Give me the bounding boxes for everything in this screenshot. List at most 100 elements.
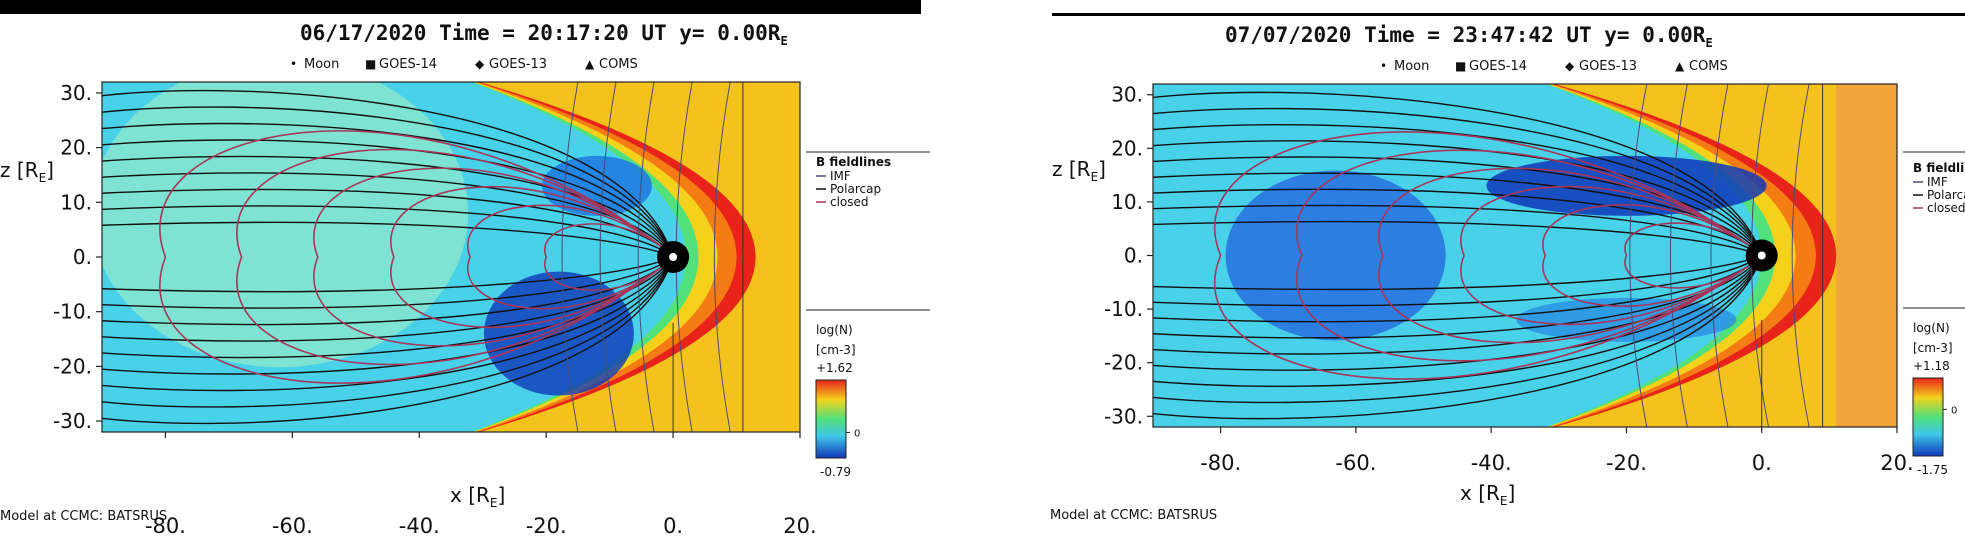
x-axis-label-bracket: ] bbox=[498, 483, 506, 507]
fieldline-legend-label: IMF bbox=[830, 169, 851, 183]
x-tick-label: -40. bbox=[1471, 451, 1512, 475]
polarcap-fieldline-south bbox=[102, 256, 674, 309]
closed-fieldline bbox=[159, 130, 661, 384]
closed-fieldline bbox=[467, 204, 661, 310]
plasma-sheet-region bbox=[102, 82, 469, 368]
colorbar-min-label: -1.75 bbox=[1917, 463, 1948, 477]
chart-title: 06/17/2020 Time = 20:17:20 UT y= 0.00RE bbox=[300, 21, 788, 48]
x-tick-label: -20. bbox=[526, 514, 567, 538]
polarcap-fieldline-north bbox=[1153, 107, 1763, 256]
y-tick-label: -10. bbox=[1104, 297, 1143, 321]
polarcap-fieldline-north bbox=[102, 188, 674, 258]
legend-marker-symbol: ▲ bbox=[1675, 59, 1685, 73]
fieldline-legend-label: closed bbox=[830, 195, 869, 209]
polarcap-fieldline-south bbox=[1153, 255, 1763, 388]
imf-fieldline bbox=[1669, 84, 1688, 427]
polarcap-fieldline-north bbox=[102, 205, 674, 258]
closed-fieldline bbox=[390, 185, 661, 329]
polarcap-fieldline-north bbox=[1153, 123, 1763, 256]
x-tick-label: 0. bbox=[1752, 451, 1772, 475]
polarcap-fieldline-south bbox=[102, 256, 674, 375]
polarcap-fieldline-south bbox=[1153, 254, 1763, 307]
colorbar-label: log(N) bbox=[816, 323, 853, 337]
y-tick-label: 20. bbox=[60, 136, 92, 160]
polarcap-fieldline-north bbox=[102, 106, 674, 258]
fieldline-legend-label: Polarcap bbox=[830, 182, 881, 196]
footer-credit: Model at CCMC: BATSRUS bbox=[0, 509, 167, 524]
earth-center-dot bbox=[1757, 251, 1766, 260]
fieldline-legend-label: Polarcap bbox=[1927, 188, 1965, 202]
x-axis-label-bracket: ] bbox=[1508, 481, 1516, 505]
legend-marker-symbol: ■ bbox=[1455, 59, 1466, 73]
x-tick-label: -60. bbox=[1335, 451, 1376, 475]
x-tick-label: -60. bbox=[272, 514, 313, 538]
closed-fieldline bbox=[1295, 149, 1749, 362]
plot-area bbox=[102, 82, 800, 432]
polarcap-fieldline-north bbox=[1153, 220, 1762, 257]
polarcap-fieldline-south bbox=[1153, 255, 1763, 323]
y-tick-label: -30. bbox=[53, 409, 92, 433]
earth-center-dot bbox=[669, 253, 678, 261]
top-black-bar-right bbox=[1052, 13, 1965, 16]
polarcap-fieldline-south bbox=[102, 256, 674, 326]
polarcap-fieldline-north bbox=[1153, 172, 1763, 256]
legend-marker-label: GOES-14 bbox=[1469, 59, 1527, 74]
x-tick-label: -80. bbox=[145, 514, 186, 538]
polarcap-fieldline-south bbox=[1153, 255, 1763, 339]
upstream-region bbox=[1836, 84, 1897, 427]
legend-marker-symbol: ◆ bbox=[1565, 59, 1575, 73]
polarcap-fieldline-south bbox=[1153, 255, 1763, 371]
polarcap-fieldline-south bbox=[102, 256, 674, 425]
polarcap-fieldline-north bbox=[102, 221, 674, 258]
y-axis-label-subscript: E bbox=[1091, 170, 1099, 184]
polarcap-fieldline-north bbox=[1153, 140, 1763, 256]
marker-legend: • Moon ■ GOES-14 ◆ GOES-13 ▲ COMS bbox=[290, 57, 638, 72]
polarcap-fieldline-north bbox=[102, 139, 674, 258]
y-tick-label: -20. bbox=[53, 354, 92, 378]
imf-fieldline bbox=[1791, 84, 1810, 427]
colorbar-mid-label: 0 bbox=[1951, 405, 1957, 416]
tail-core-region bbox=[1225, 170, 1446, 341]
x-tick-label: -20. bbox=[1606, 451, 1647, 475]
closed-fieldline bbox=[1542, 204, 1749, 307]
plot-area bbox=[1153, 84, 1897, 427]
closed-fieldline bbox=[1460, 185, 1749, 326]
x-tick-label: 20. bbox=[1880, 451, 1913, 475]
colorbar-units: [cm-3] bbox=[816, 343, 856, 357]
imf-fieldline bbox=[1710, 84, 1729, 427]
imf-fieldline bbox=[1629, 84, 1648, 427]
y-tick-label: 0. bbox=[73, 245, 92, 269]
y-axis-label-bracket: ] bbox=[1098, 157, 1106, 181]
imf-fieldline bbox=[599, 82, 617, 432]
footer-credit: Model at CCMC: BATSRUS bbox=[1050, 508, 1217, 523]
y-tick-label: -30. bbox=[1104, 404, 1143, 428]
x-axis-label-subscript: E bbox=[490, 496, 498, 510]
imf-fieldline bbox=[637, 82, 655, 432]
closed-fieldline bbox=[1378, 167, 1749, 344]
marker-legend: • Moon ■ GOES-14 ◆ GOES-13 ▲ COMS bbox=[1380, 59, 1728, 74]
legend-marker-label: Moon bbox=[304, 57, 339, 72]
y-tick-label: -10. bbox=[53, 300, 92, 324]
colorbar-max-label: +1.18 bbox=[1913, 359, 1950, 373]
closed-fieldline bbox=[1624, 222, 1749, 289]
chart-panel-1: 06/17/2020 Time = 20:17:20 UT y= 0.00RE•… bbox=[0, 21, 930, 538]
y-axis-label-subscript: E bbox=[39, 171, 47, 185]
polarcap-fieldline-south bbox=[1153, 255, 1763, 404]
field-lines bbox=[1153, 84, 1810, 427]
x-axis-label: x [RE] bbox=[450, 483, 505, 510]
chart-title: 07/07/2020 Time = 23:47:42 UT y= 0.00RE bbox=[1225, 23, 1713, 50]
legend-marker-label: GOES-13 bbox=[489, 57, 547, 72]
x-axis-label-subscript: E bbox=[1500, 494, 1508, 508]
legend-marker-label: GOES-13 bbox=[1579, 59, 1637, 74]
polarcap-fieldline-south bbox=[102, 256, 674, 392]
polarcap-fieldline-north bbox=[1153, 188, 1763, 256]
polarcap-fieldline-south bbox=[1153, 255, 1763, 420]
colorbar-label: log(N) bbox=[1913, 321, 1950, 335]
legend-marker-symbol: ▲ bbox=[585, 57, 595, 71]
x-tick-label: -80. bbox=[1200, 451, 1241, 475]
title-subscript: E bbox=[780, 34, 787, 48]
legend-marker-symbol: • bbox=[290, 57, 297, 71]
legend-marker-label: COMS bbox=[1689, 59, 1728, 74]
y-axis-label: z [RE] bbox=[0, 158, 54, 185]
